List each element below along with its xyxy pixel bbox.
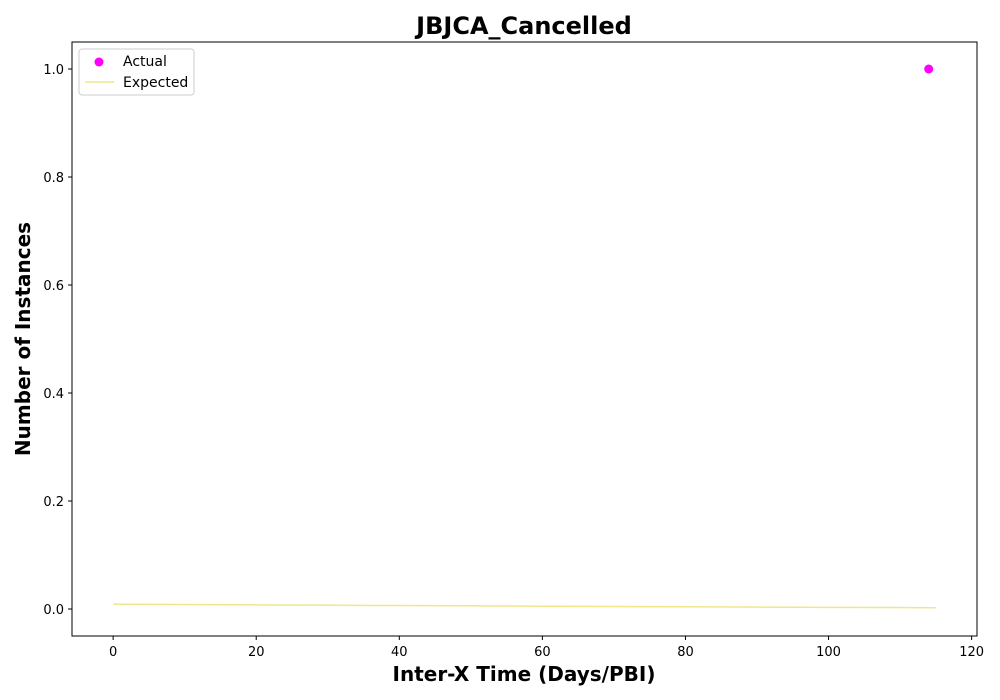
x-tick-label: 60 <box>534 645 551 660</box>
y-tick-label: 1.0 <box>43 63 64 78</box>
y-tick-label: 0.6 <box>43 279 64 294</box>
x-tick-label: 80 <box>677 645 694 660</box>
series-line-expected <box>113 603 936 609</box>
chart-title: JBJCA_Cancelled <box>414 12 632 40</box>
y-tick-label: 0.0 <box>43 603 64 618</box>
plot-area <box>71 41 978 637</box>
x-tick-label: 0 <box>109 645 117 660</box>
legend-frame <box>78 48 195 96</box>
legend-marker-actual <box>94 57 104 67</box>
y-tick-label: 0.2 <box>43 495 64 510</box>
x-tick-label: 120 <box>959 645 984 660</box>
y-axis-title: Number of Instances <box>11 222 35 456</box>
legend-label-expected: Expected <box>123 75 188 91</box>
data-point-actual-0 <box>924 64 934 74</box>
legend: Actual Expected <box>78 48 195 96</box>
y-tick-label: 0.4 <box>43 387 64 402</box>
legend-label-actual: Actual <box>123 54 167 70</box>
x-tick-label: 20 <box>248 645 265 660</box>
x-axis-title: Inter-X Time (Days/PBI) <box>393 662 656 686</box>
x-tick-label: 100 <box>816 645 841 660</box>
axis-ticks: 0 20 40 60 80 100 120 0.0 0.2 0.4 0.6 0.8 1.0 <box>43 63 984 660</box>
y-tick-label: 0.8 <box>43 171 64 186</box>
x-tick-label: 40 <box>391 645 408 660</box>
axes-frame <box>71 41 978 637</box>
